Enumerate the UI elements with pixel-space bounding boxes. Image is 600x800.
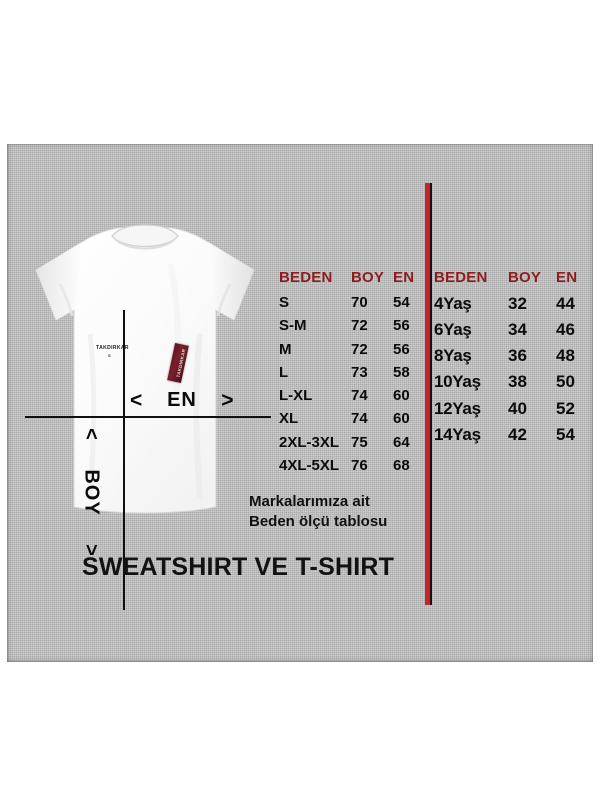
table-row: 4XL-5XL 76 68 (279, 454, 427, 477)
table-divider (425, 183, 432, 605)
header-beden: BEDEN (279, 269, 333, 286)
cell-beden: L-XL (279, 387, 313, 405)
adult-size-table: BEDEN BOY EN S 70 54 S-M 72 56 M (279, 269, 427, 477)
width-label-text: EN (167, 388, 197, 411)
table-row: 8Yaş 36 48 (434, 343, 590, 369)
tshirt-photo: TAKDIRKAR S TAKDIRKAR < EN > < BOY > (20, 224, 271, 610)
cell-en: 64 (393, 433, 410, 451)
cell-boy: 70 (351, 294, 368, 311)
cell-beden: 8Yaş (434, 346, 472, 366)
table-row: S-M 72 56 (279, 314, 427, 337)
cell-boy: 74 (351, 410, 368, 428)
cell-en: 60 (393, 387, 410, 405)
caption-line-2: Beden ölçü tablosu (249, 512, 388, 530)
length-label-text: BOY (80, 468, 103, 516)
length-measure-label: < BOY > (78, 424, 104, 560)
table-row: XL 74 60 (279, 407, 427, 430)
cell-boy: 72 (351, 317, 368, 335)
kids-size-table: BEDEN BOY EN 4Yaş 32 44 6Yaş 34 46 8Yaş (434, 269, 590, 448)
cell-en: 50 (556, 372, 575, 392)
size-chart-plate: TAKDIRKAR S TAKDIRKAR < EN > < BOY > (7, 144, 593, 662)
cell-en: 52 (556, 398, 575, 418)
cell-en: 54 (556, 424, 575, 444)
cell-boy: 32 (508, 294, 527, 313)
table-row: L-XL 74 60 (279, 384, 427, 407)
cell-en: 54 (393, 294, 410, 311)
table-header-row: BEDEN BOY EN (434, 269, 590, 291)
cell-beden: S-M (279, 317, 307, 335)
header-en: EN (393, 269, 415, 286)
width-guide-line (25, 416, 271, 418)
table-row: 2XL-3XL 75 64 (279, 431, 427, 454)
header-boy: BOY (351, 269, 385, 286)
cell-boy: 38 (508, 372, 527, 392)
cell-beden: 14Yaş (434, 424, 481, 444)
cell-boy: 36 (508, 346, 527, 366)
neck-brand-tag: TAKDIRKAR (96, 344, 129, 352)
cell-boy: 73 (351, 363, 368, 381)
cell-beden: M (279, 340, 292, 358)
table-row: S 70 54 (279, 291, 427, 314)
table-row: 4Yaş 32 44 (434, 291, 590, 317)
header-en: EN (556, 269, 578, 286)
headline-text: SWEATSHIRT VE T-SHIRT (82, 553, 395, 581)
cell-boy: 74 (351, 387, 368, 405)
cell-beden: 4Yaş (434, 294, 472, 313)
cell-beden: S (279, 294, 290, 311)
cell-boy: 75 (351, 433, 368, 451)
cell-en: 48 (556, 346, 575, 366)
arrow-left-icon: < (130, 388, 143, 412)
cell-beden: 2XL-3XL (279, 433, 340, 451)
cell-beden: 12Yaş (434, 398, 481, 418)
arrow-right-icon: > (221, 388, 234, 412)
cell-beden: L (279, 363, 289, 381)
cell-en: 44 (556, 294, 575, 313)
table-row: 14Yaş 42 54 (434, 422, 590, 448)
cell-boy: 40 (508, 398, 527, 418)
table-header-row: BEDEN BOY EN (279, 269, 427, 291)
cell-en: 60 (393, 410, 410, 428)
caption-block: Markalarımıza ait Beden ölçü tablosu (249, 492, 387, 532)
table-row: 12Yaş 40 52 (434, 396, 590, 422)
cell-boy: 72 (351, 340, 368, 358)
tshirt-illustration (35, 224, 255, 514)
cell-en: 68 (393, 457, 410, 475)
table-row: 6Yaş 34 46 (434, 317, 590, 343)
cell-en: 56 (393, 340, 410, 358)
length-guide-line (123, 310, 125, 610)
table-row: 10Yaş 38 50 (434, 369, 590, 395)
cell-boy: 76 (351, 457, 368, 475)
width-measure-label: < EN > (130, 387, 234, 413)
cell-beden: 10Yaş (434, 372, 481, 392)
cell-en: 46 (556, 320, 575, 340)
neck-size-label: S (108, 353, 111, 358)
cell-en: 56 (393, 317, 410, 335)
cell-boy: 34 (508, 320, 527, 340)
arrow-up-icon: < (80, 428, 102, 440)
cell-boy: 42 (508, 424, 527, 444)
cell-beden: 6Yaş (434, 320, 472, 340)
cell-en: 58 (393, 363, 410, 381)
header-boy: BOY (508, 269, 542, 286)
cell-beden: 4XL-5XL (279, 457, 340, 475)
table-row: M 72 56 (279, 338, 427, 361)
table-row: L 73 58 (279, 361, 427, 384)
cell-beden: XL (279, 410, 299, 428)
header-beden: BEDEN (434, 269, 488, 286)
caption-line-1: Markalarımıza ait (249, 493, 370, 510)
